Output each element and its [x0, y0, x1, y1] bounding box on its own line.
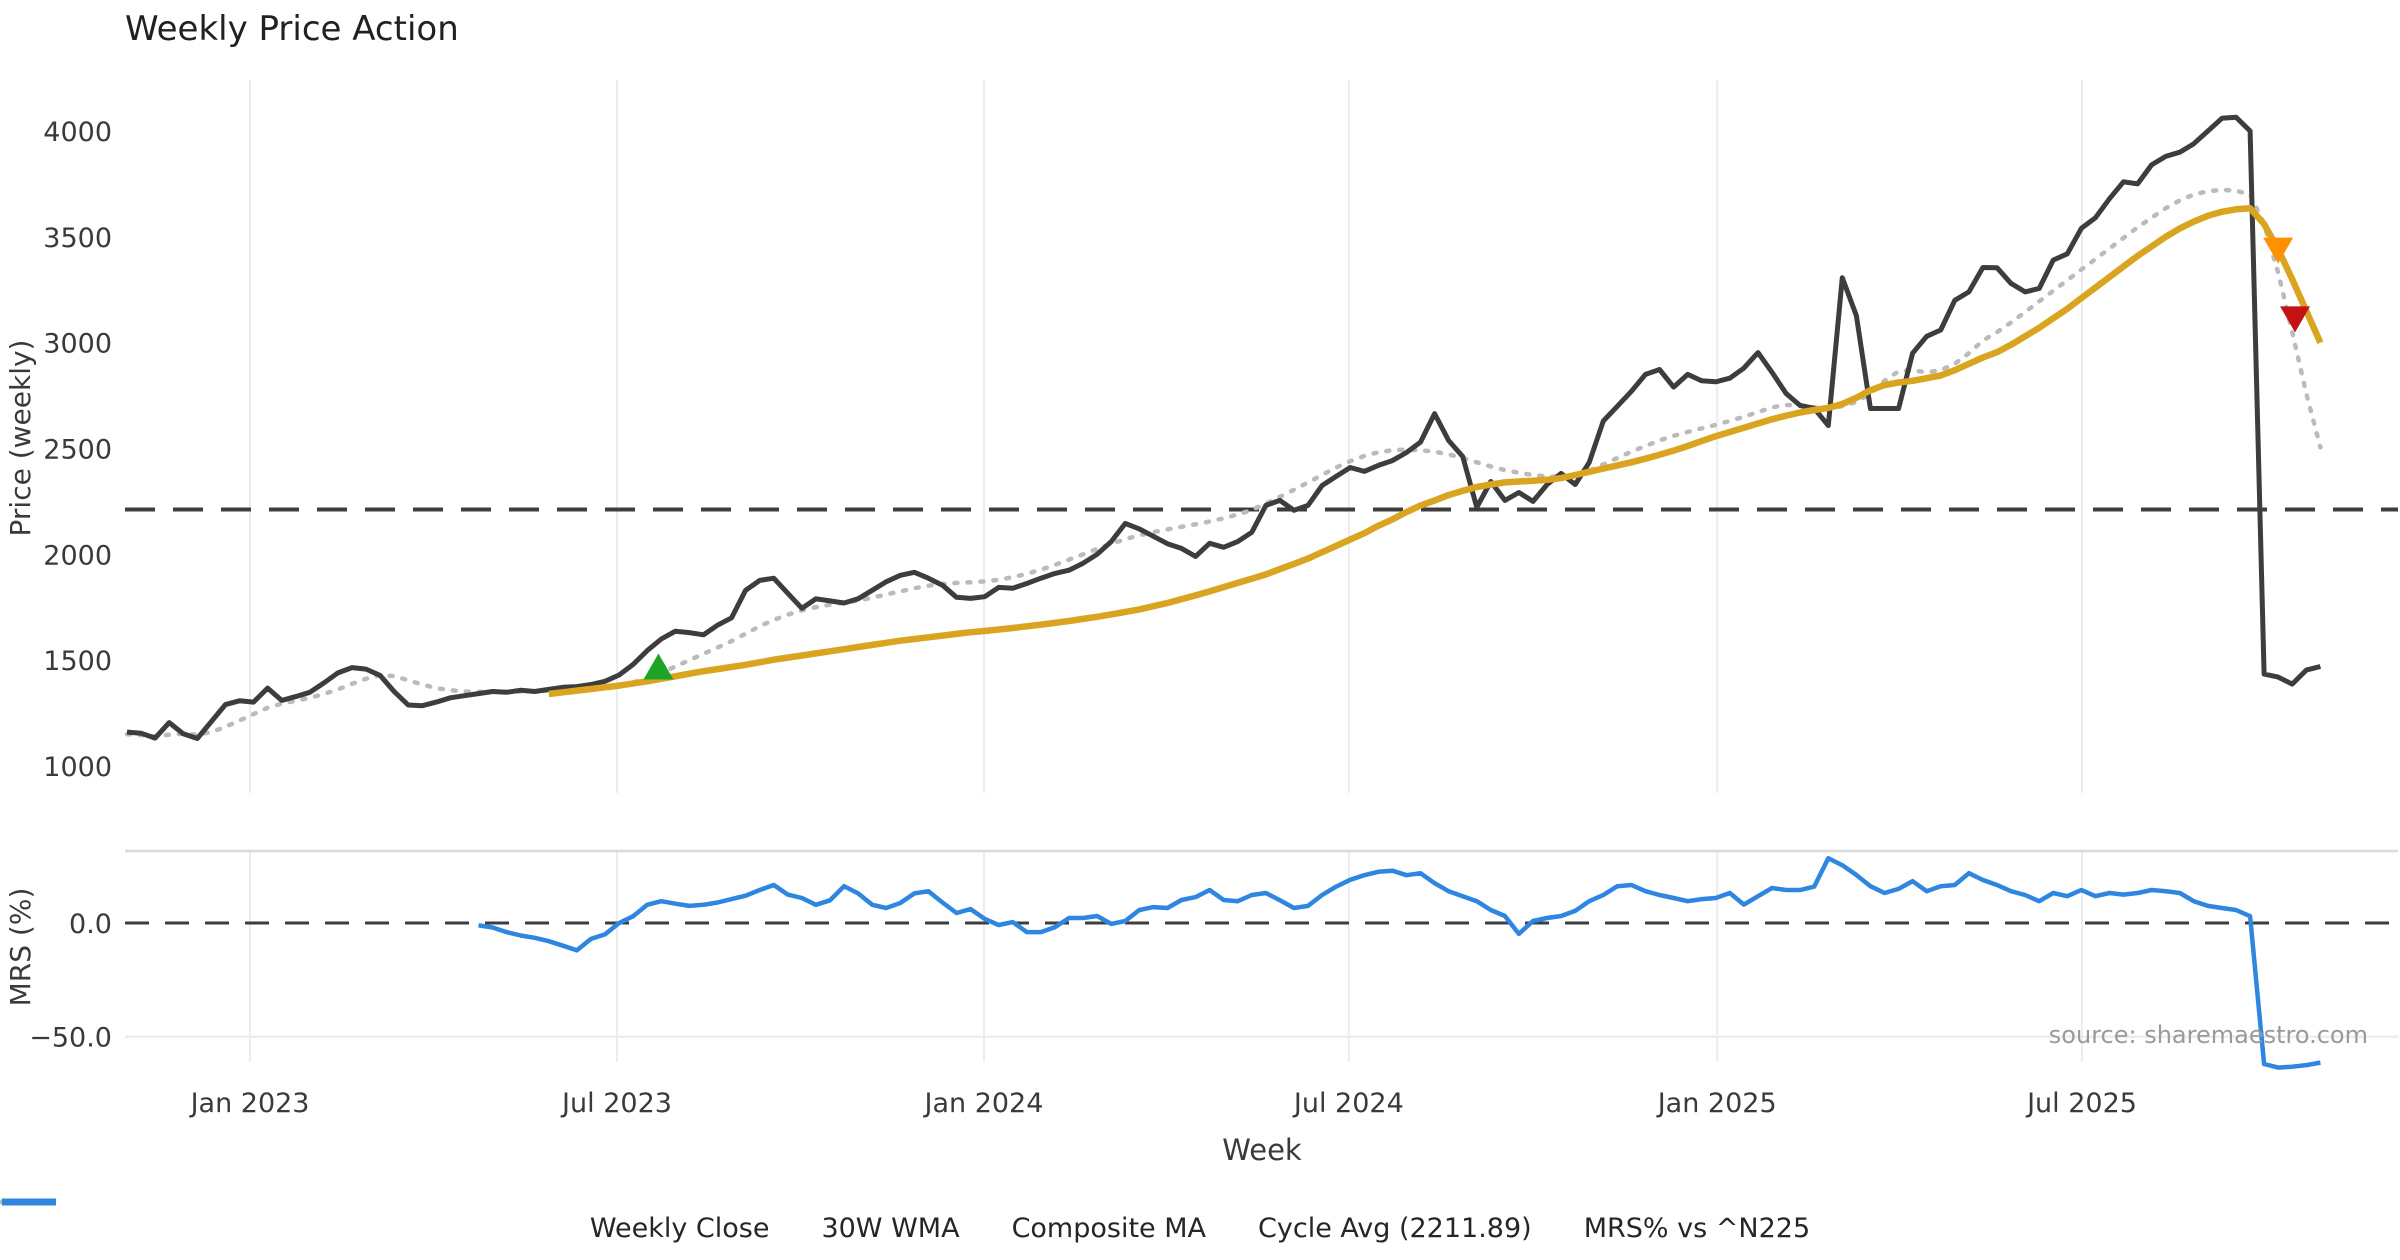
x-tick-Jan 2023: Jan 2023 [189, 1088, 310, 1119]
x-tick-Jan 2024: Jan 2024 [922, 1088, 1043, 1119]
chart-legend: Weekly Close 30W WMA Composite MA Cycle Avg… [0, 1196, 2400, 1260]
x-tick-Jul 2024: Jul 2024 [1292, 1088, 1404, 1119]
legend-item-composite-ma: Composite MA [0, 1199, 1207, 1244]
mrs-tick-0: 0.0 [69, 909, 112, 940]
legend-label: 30W WMA [821, 1212, 960, 1244]
price-tick-1500: 1500 [43, 646, 112, 677]
legend-label: Composite MA [1011, 1212, 1207, 1244]
buy-signal-marker [643, 653, 674, 680]
legend-label: Weekly Close [589, 1212, 770, 1244]
legend-label: MRS% vs ^N225 [1583, 1212, 1811, 1244]
price-tick-4000: 4000 [43, 117, 112, 148]
legend-label: Cycle Avg (2211.89) [1258, 1212, 1532, 1244]
legend-item-mrs-vs-n225: MRS% vs ^N225 [2, 1198, 1811, 1244]
legend-line-swatch [2, 1198, 56, 1206]
x-axis-label: Week [1222, 1133, 1302, 1167]
legend-item-cycle-avg-2211-89-: Cycle Avg (2211.89) [2, 1198, 1532, 1244]
x-tick-Jul 2023: Jul 2023 [560, 1088, 672, 1119]
mrs-axis-label: MRS (%) [4, 888, 37, 1007]
mrs-tick--50: −50.0 [29, 1023, 112, 1054]
x-tick-Jul 2025: Jul 2025 [2025, 1088, 2137, 1119]
sell-signal-marker [2280, 306, 2311, 333]
price-tick-2000: 2000 [43, 540, 112, 571]
legend-item-30w-wma: 30W WMA [2, 1198, 960, 1244]
price-tick-2500: 2500 [43, 434, 112, 465]
mrs-line [478, 855, 2321, 1070]
30w-wma-line [548, 204, 2324, 698]
legend-item-weekly-close: Weekly Close [2, 1198, 770, 1244]
page-title: Weekly Price Action [125, 9, 459, 49]
x-tick-Jan 2025: Jan 2025 [1656, 1088, 1777, 1119]
plot-layers: 1000 1500 2000 2500 3000 3500 4000 0.0 −50.0 Jan … [29, 80, 2398, 1119]
source-credit: source: sharemaestro.com [2049, 1021, 2368, 1049]
price-tick-3000: 3000 [43, 329, 112, 360]
warn-signal-marker [2263, 237, 2294, 264]
weekly-close-line [126, 114, 2322, 741]
price-tick-1000: 1000 [43, 752, 112, 783]
price-tick-3500: 3500 [43, 223, 112, 254]
price-axis-label: Price (weekly) [4, 340, 37, 537]
composite-ma-line [124, 187, 2323, 739]
